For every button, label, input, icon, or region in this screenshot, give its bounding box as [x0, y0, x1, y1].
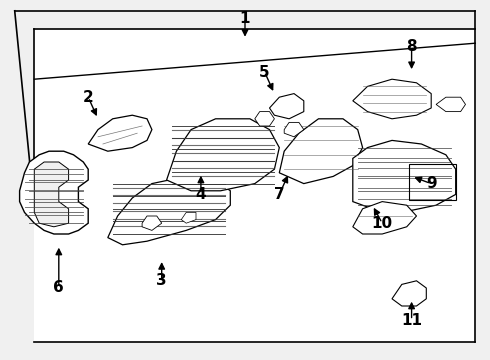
- Polygon shape: [34, 162, 69, 227]
- Polygon shape: [392, 281, 426, 306]
- Polygon shape: [34, 29, 475, 342]
- Text: 6: 6: [53, 280, 64, 296]
- Polygon shape: [270, 94, 304, 119]
- Polygon shape: [284, 122, 304, 137]
- Polygon shape: [142, 216, 162, 230]
- Polygon shape: [279, 119, 363, 184]
- Polygon shape: [353, 140, 456, 212]
- Text: 4: 4: [196, 187, 206, 202]
- Polygon shape: [108, 176, 230, 245]
- Text: 2: 2: [83, 90, 94, 105]
- Polygon shape: [353, 202, 416, 234]
- Polygon shape: [167, 119, 279, 191]
- Text: 7: 7: [274, 187, 285, 202]
- Text: 5: 5: [259, 64, 270, 80]
- Text: 9: 9: [426, 176, 437, 191]
- Text: 1: 1: [240, 10, 250, 26]
- Text: 8: 8: [406, 39, 417, 54]
- Polygon shape: [436, 97, 466, 112]
- Polygon shape: [88, 115, 152, 151]
- Polygon shape: [353, 79, 431, 119]
- Text: 3: 3: [156, 273, 167, 288]
- Polygon shape: [255, 112, 274, 126]
- Polygon shape: [20, 151, 88, 234]
- Text: 10: 10: [371, 216, 393, 231]
- Text: 11: 11: [401, 313, 422, 328]
- Polygon shape: [181, 212, 196, 223]
